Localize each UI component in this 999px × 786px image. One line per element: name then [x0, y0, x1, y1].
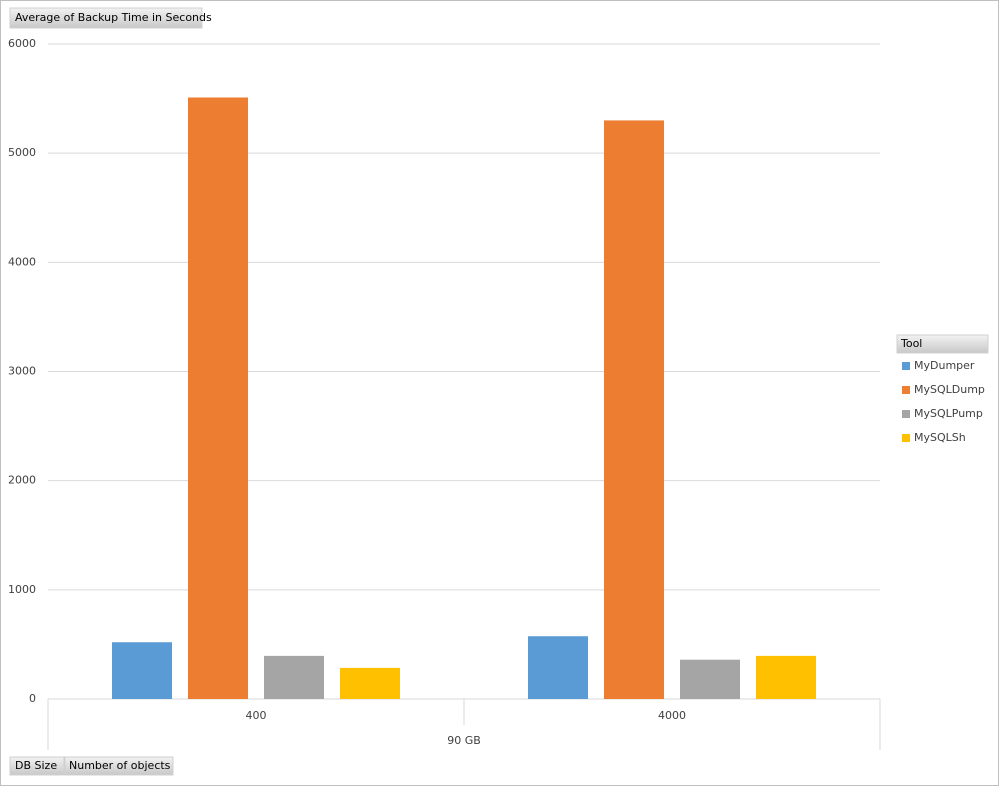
legend-label: MyDumper: [914, 359, 975, 372]
category-field-label: Number of objects: [69, 759, 171, 772]
y-tick-label: 2000: [8, 474, 36, 487]
y-tick-label: 6000: [8, 37, 36, 50]
legend-label: MySQLDump: [914, 383, 985, 396]
legend-swatch: [902, 410, 910, 418]
legend-swatch: [902, 362, 910, 370]
bar: [112, 642, 172, 699]
category-field-button[interactable]: Number of objects: [64, 756, 174, 776]
bar: [756, 655, 816, 699]
legend-label: MySQLSh: [914, 431, 966, 444]
x-tick-label: 4000: [658, 709, 686, 722]
bar: [340, 667, 400, 699]
y-tick-label: 3000: [8, 365, 36, 378]
legend-label: MySQLPump: [914, 407, 983, 420]
y-tick-label: 4000: [8, 255, 36, 268]
bar: [264, 655, 324, 699]
outer-category-label: 90 GB: [447, 734, 481, 747]
y-tick-label: 0: [29, 692, 36, 705]
value-field-button[interactable]: Average of Backup Time in Seconds: [9, 7, 212, 29]
legend-title: Tool: [900, 337, 922, 350]
bar: [188, 97, 248, 699]
bar: [604, 120, 664, 699]
value-field-label: Average of Backup Time in Seconds: [15, 11, 212, 24]
y-tick-label: 1000: [8, 583, 36, 596]
category-field-label: DB Size: [15, 759, 57, 772]
legend-swatch: [902, 434, 910, 442]
legend-swatch: [902, 386, 910, 394]
legend-title-button[interactable]: Tool: [896, 334, 989, 354]
bar: [528, 636, 588, 699]
x-tick-label: 400: [246, 709, 267, 722]
bar: [680, 659, 740, 699]
category-field-button[interactable]: DB Size: [9, 756, 65, 776]
y-tick-label: 5000: [8, 146, 36, 159]
